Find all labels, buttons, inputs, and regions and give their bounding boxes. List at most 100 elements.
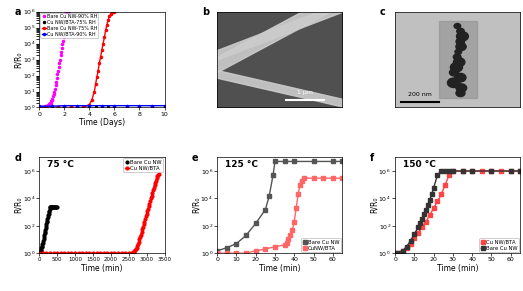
Line: Bare Cu NW: Bare Cu NW [393, 169, 522, 255]
Bare Cu NW [291, 160, 298, 163]
Bare Cu NW [43, 223, 50, 226]
Text: f: f [370, 152, 374, 163]
CuNW/BTA [293, 206, 299, 210]
X-axis label: Time (min): Time (min) [437, 264, 479, 273]
Bare Cu NW [44, 217, 51, 221]
Bare Cu NW-75% RH [111, 10, 118, 13]
Y-axis label: R/R₀: R/R₀ [369, 197, 379, 214]
Bare Cu NW-75% RH [97, 55, 104, 58]
CuNW/BTA [295, 193, 301, 196]
Bare Cu NW [38, 247, 44, 250]
Line: Cu NW/BTA: Cu NW/BTA [38, 173, 160, 255]
Cu NW/BTA-75% RH [49, 106, 55, 109]
Cu NW/BTA-90% RH [61, 104, 67, 107]
Cu NW/BTA [392, 251, 398, 255]
CuNW/BTA [233, 251, 240, 255]
Bare Cu NW [329, 160, 336, 163]
Bare Cu NW-75% RH [96, 61, 103, 65]
X-axis label: Time (Days): Time (Days) [79, 118, 125, 127]
Bare Cu NW [46, 210, 52, 214]
Bare Cu NW-75% RH [49, 106, 55, 109]
Circle shape [449, 69, 459, 76]
Cu NW/BTA [396, 251, 402, 255]
Bare Cu NW [46, 212, 52, 216]
Text: 150 °C: 150 °C [403, 160, 436, 169]
Bare Cu NW [54, 206, 60, 209]
Bare Cu NW [311, 160, 317, 163]
Cu NW/BTA [427, 213, 433, 217]
Cu NW/BTA [415, 231, 422, 235]
Y-axis label: R/R₀: R/R₀ [191, 197, 200, 214]
Bare Cu NW-75% RH [80, 106, 86, 109]
Cu NW/BTA-75% RH [74, 106, 80, 109]
Bare Cu NW-75% RH [104, 23, 110, 26]
Bare Cu NW [253, 222, 259, 225]
Line: Bare Cu NW-75% RH: Bare Cu NW-75% RH [38, 10, 116, 109]
Bare Cu NW-75% RH [86, 103, 93, 107]
Cu NW/BTA [404, 246, 410, 249]
Circle shape [456, 43, 466, 51]
Bare Cu NW [40, 241, 46, 244]
Line: Cu NW/BTA-90% RH: Cu NW/BTA-90% RH [38, 105, 166, 107]
Bare Cu NW-90% RH [40, 106, 47, 109]
Legend: Bare Cu NW, Cu NW/BTA: Bare Cu NW, Cu NW/BTA [123, 158, 164, 172]
Circle shape [453, 58, 465, 67]
Bare Cu NW-75% RH [99, 48, 105, 52]
Bare Cu NW-75% RH [94, 75, 100, 79]
Bare Cu NW [224, 246, 230, 249]
X-axis label: Time (min): Time (min) [259, 264, 301, 273]
CuNW/BTA [224, 251, 230, 255]
Cu NW/BTA-90% RH [74, 104, 80, 107]
Bare Cu NW [40, 237, 47, 241]
Bare Cu NW [435, 173, 441, 177]
Cu NW/BTA [488, 169, 495, 173]
Bare Cu NW-75% RH [42, 106, 49, 109]
Bare Cu NW [469, 169, 475, 173]
Bare Cu NW [40, 239, 47, 243]
Cu NW/BTA [438, 193, 445, 196]
Bare Cu NW [459, 169, 465, 173]
CuNW/BTA [262, 247, 268, 251]
Cu NW/BTA [469, 169, 475, 173]
Line: Cu NW/BTA-75% RH: Cu NW/BTA-75% RH [38, 107, 166, 109]
Bare Cu NW [508, 169, 514, 173]
Cu NW/BTA-75% RH [162, 106, 168, 109]
Bare Cu NW [450, 169, 456, 173]
Bare Cu NW [262, 208, 268, 212]
Cu NW/BTA-75% RH [99, 106, 105, 109]
Bare Cu NW [52, 206, 59, 209]
Bare Cu NW [49, 206, 55, 209]
CuNW/BTA [283, 241, 290, 244]
Cu NW/BTA [129, 251, 135, 255]
Circle shape [454, 24, 461, 29]
Cu NW/BTA [154, 175, 161, 178]
Bare Cu NW-75% RH [89, 98, 95, 102]
Bare Cu NW-90% RH [37, 106, 43, 109]
Cu NW/BTA-75% RH [55, 106, 61, 109]
Cu NW/BTA-90% RH [137, 104, 143, 107]
Circle shape [453, 54, 461, 60]
Bare Cu NW [392, 251, 398, 255]
Circle shape [455, 73, 466, 82]
Bare Cu NW [48, 206, 54, 209]
Bare Cu NW [44, 219, 50, 222]
Text: b: b [202, 7, 209, 17]
CuNW/BTA [281, 243, 288, 247]
Bare Cu NW [45, 214, 51, 217]
Bare Cu NW-75% RH [105, 18, 111, 22]
CuNW/BTA [311, 176, 317, 180]
Bare Cu NW-75% RH [55, 106, 61, 109]
Bare Cu NW-75% RH [106, 15, 112, 18]
CuNW/BTA [329, 176, 336, 180]
Y-axis label: R/R₀: R/R₀ [14, 197, 22, 214]
Bare Cu NW [46, 209, 52, 212]
CuNW/BTA [214, 251, 220, 255]
Cu NW/BTA-90% RH [111, 104, 118, 107]
Legend: Bare Cu NW-90% RH, Cu NW/BTA-75% RH, Bare Cu NW-75% RH, Cu NW/BTA-90% RH: Bare Cu NW-90% RH, Cu NW/BTA-75% RH, Bar… [40, 13, 98, 38]
Bare Cu NW [47, 207, 53, 211]
Line: Cu NW/BTA: Cu NW/BTA [393, 169, 522, 255]
Cu NW/BTA-75% RH [149, 106, 155, 109]
Cu NW/BTA-75% RH [61, 106, 67, 109]
Bare Cu NW-90% RH [45, 103, 51, 107]
Y-axis label: R/R₀: R/R₀ [14, 51, 22, 68]
